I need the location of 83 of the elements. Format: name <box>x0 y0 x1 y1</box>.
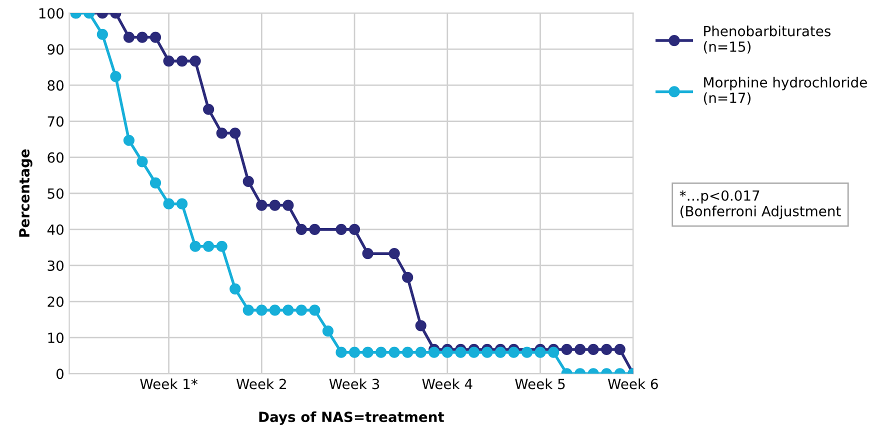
point <box>296 224 308 235</box>
point <box>282 200 294 211</box>
y-tick-label: 30 <box>48 260 64 271</box>
point <box>362 248 374 260</box>
point <box>601 344 612 356</box>
point <box>442 346 453 358</box>
point <box>282 304 294 316</box>
point <box>296 304 308 316</box>
point <box>309 304 320 316</box>
point <box>150 177 162 188</box>
point <box>428 346 440 358</box>
point <box>402 272 414 283</box>
point <box>362 346 374 358</box>
legend-label: Morphine hydrochloride (n=17) <box>704 76 867 105</box>
point <box>548 346 560 358</box>
point <box>242 304 254 316</box>
point <box>176 56 188 67</box>
point <box>561 344 572 356</box>
point <box>269 304 280 316</box>
point <box>494 346 506 358</box>
point <box>388 346 400 358</box>
point <box>574 344 586 356</box>
y-tick-label: 10 <box>48 332 64 344</box>
point <box>230 128 241 139</box>
point <box>150 32 162 43</box>
point <box>508 346 520 358</box>
x-axis-title: Days of NAS=treatment <box>259 411 444 425</box>
x-tick-label: Week 2 <box>236 378 286 390</box>
point <box>614 344 626 356</box>
point <box>256 304 268 316</box>
point <box>482 346 493 358</box>
point <box>468 346 480 358</box>
point <box>203 240 214 252</box>
point <box>123 134 135 146</box>
point <box>163 198 174 210</box>
point <box>521 346 533 358</box>
point <box>588 344 599 356</box>
y-tick-label: 100 <box>39 8 64 19</box>
point <box>96 28 108 40</box>
point <box>336 224 347 235</box>
point <box>455 346 466 358</box>
point <box>190 56 201 67</box>
y-tick-label: 20 <box>48 296 64 308</box>
point <box>230 283 241 294</box>
y-tick-label: 70 <box>48 116 64 127</box>
point <box>136 32 148 43</box>
y-tick-label: 50 <box>48 188 64 199</box>
x-tick-label: Week 5 <box>515 378 565 390</box>
x-tick-label: Week 4 <box>422 378 472 390</box>
point <box>336 346 347 358</box>
point <box>110 71 122 82</box>
text: *…p<0.017 (Bonferroni Adjustment <box>680 190 841 220</box>
point <box>163 56 174 67</box>
x-tick-label: Week 6 <box>608 378 658 390</box>
point <box>216 240 228 252</box>
point <box>348 224 360 235</box>
point <box>322 326 334 337</box>
point <box>216 128 228 139</box>
x-tick-label: Week 3 <box>329 378 380 390</box>
point <box>348 346 360 358</box>
point <box>402 346 414 358</box>
point <box>190 240 201 252</box>
point <box>203 104 214 115</box>
y-tick-label: 90 <box>48 44 64 55</box>
point <box>256 200 268 211</box>
point <box>415 346 426 358</box>
point <box>376 346 387 358</box>
y-tick-label: 80 <box>48 80 64 91</box>
x-tick-label: Week 1* <box>140 378 198 390</box>
point <box>176 198 188 210</box>
legend-label: Phenobarbiturates (n=15) <box>704 26 831 54</box>
point <box>309 224 320 235</box>
point <box>242 176 254 188</box>
y-tick-label: 60 <box>48 152 64 163</box>
y-axis-title: Percentage <box>19 149 32 237</box>
point <box>415 320 426 332</box>
point <box>534 346 546 358</box>
point <box>123 32 135 43</box>
y-tick-label: 40 <box>47 224 64 235</box>
point <box>136 156 148 168</box>
point <box>388 248 400 260</box>
y-tick-label: 0 <box>56 368 64 380</box>
point <box>269 200 280 211</box>
